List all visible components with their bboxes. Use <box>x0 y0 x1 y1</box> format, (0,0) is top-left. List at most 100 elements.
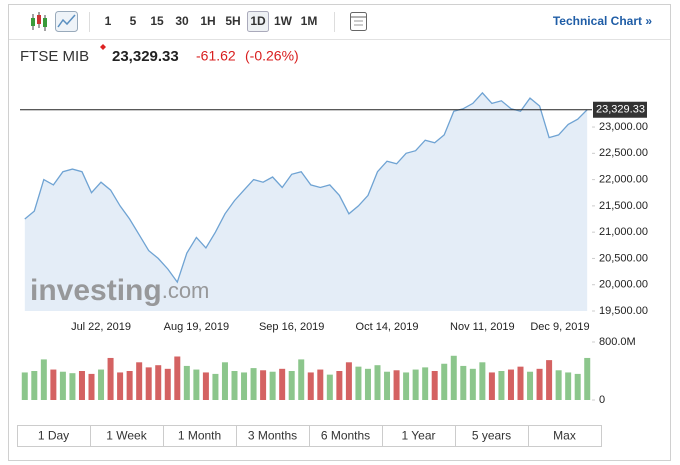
volume-bar <box>193 369 200 400</box>
price-line <box>24 91 588 284</box>
volume-bar <box>174 356 181 400</box>
range-button-label[interactable]: 1 Month <box>178 429 221 443</box>
x-tick-label: Jul 22, 2019 <box>71 321 131 333</box>
volume-bar <box>355 366 362 400</box>
volume-bar <box>31 371 38 400</box>
y-tick-label: 800.0M <box>599 336 636 348</box>
y-tick-label: 20,000.00 <box>599 279 648 291</box>
volume-bar <box>221 362 228 400</box>
volume-bar <box>384 371 391 400</box>
volume-bar <box>460 365 467 400</box>
interval-button[interactable]: 1 <box>105 14 112 28</box>
volume-bar <box>69 373 76 400</box>
volume-bar <box>250 368 257 400</box>
watermark: investing.com <box>30 274 209 307</box>
candle-icon[interactable] <box>31 12 47 31</box>
volume-bar <box>469 368 476 400</box>
volume-bar <box>288 371 295 400</box>
volume-bar <box>498 371 505 400</box>
range-button-label[interactable]: 1 Year <box>401 429 435 443</box>
price-change-percent: (-0.26%) <box>245 48 299 64</box>
volume-bar <box>136 362 143 400</box>
volume-bar <box>507 369 514 400</box>
volume-bar <box>584 357 591 400</box>
volume-bar <box>393 370 400 400</box>
volume-bar <box>269 371 276 400</box>
volume-bar <box>307 372 314 400</box>
y-tick-label: 19,500.00 <box>599 305 648 317</box>
y-tick-label: 21,500.00 <box>599 200 648 212</box>
active-interval-box <box>247 11 269 32</box>
volume-bar <box>450 355 457 400</box>
volume-bar <box>40 359 47 400</box>
x-tick-label: Nov 11, 2019 <box>450 321 515 333</box>
instrument-name: FTSE MIB <box>20 48 89 65</box>
technical-chart-link[interactable]: Technical Chart » <box>553 14 652 28</box>
x-tick-label: Dec 9, 2019 <box>530 321 589 333</box>
range-button-label[interactable]: 1 Day <box>38 429 69 443</box>
volume-bar <box>326 374 333 400</box>
volume-bar <box>59 371 66 400</box>
volume-bar <box>164 368 171 400</box>
range-button-label[interactable]: Max <box>553 429 576 443</box>
interval-button[interactable]: 5 <box>130 14 137 28</box>
volume-bar <box>279 368 286 400</box>
range-button-label[interactable]: 1 Week <box>106 429 147 443</box>
volume-bar <box>317 369 324 400</box>
y-tick-label: 22,000.00 <box>599 174 648 186</box>
settings-icon[interactable] <box>350 12 367 31</box>
volume-bar <box>431 371 438 400</box>
x-tick-label: Sep 16, 2019 <box>259 321 324 333</box>
volume-bar <box>374 365 381 400</box>
volume-bar <box>126 371 133 400</box>
volume-bar <box>565 372 572 400</box>
range-button[interactable] <box>528 425 602 447</box>
volume-bar <box>231 371 238 400</box>
line-icon[interactable] <box>55 11 78 32</box>
volume-bar <box>241 372 248 400</box>
interval-button[interactable]: 5H <box>225 14 240 28</box>
volume-bar <box>183 365 190 400</box>
y-tick-label: 20,500.00 <box>599 252 648 264</box>
interval-button[interactable]: 1W <box>274 14 293 28</box>
price-change: -61.62 <box>196 48 236 64</box>
volume-bar <box>479 362 486 400</box>
volume-bar <box>517 366 524 400</box>
volume-bar <box>212 373 219 400</box>
interval-button[interactable]: 1M <box>301 14 318 28</box>
volume-bar <box>403 372 410 400</box>
interval-button[interactable]: 1H <box>200 14 215 28</box>
y-tick-label: 21,000.00 <box>599 226 648 238</box>
volume-bar <box>78 371 85 400</box>
volume-bar <box>536 368 543 400</box>
volume-bar <box>107 357 114 400</box>
interval-button[interactable]: 15 <box>150 14 164 28</box>
watermark-suffix: .com <box>162 278 210 303</box>
x-tick-label: Aug 19, 2019 <box>164 321 229 333</box>
interval-button[interactable]: 1D <box>250 14 266 28</box>
x-tick-label: Oct 14, 2019 <box>356 321 419 333</box>
range-button-label[interactable]: 6 Months <box>321 429 370 443</box>
volume-bar <box>21 372 28 400</box>
last-price-tag-label: 23,329.33 <box>596 104 645 116</box>
range-button-label[interactable]: 3 Months <box>248 429 297 443</box>
volume-bar <box>527 371 534 400</box>
volume-bar <box>488 372 495 400</box>
volume-bar <box>422 367 429 400</box>
volume-bar <box>260 370 267 400</box>
interval-button[interactable]: 30 <box>175 14 189 28</box>
volume-bar <box>574 373 581 400</box>
price-area <box>24 92 588 312</box>
volume-bar <box>117 372 124 400</box>
volume-bar <box>88 373 95 400</box>
volume-bar <box>155 365 162 400</box>
range-button-label[interactable]: 5 years <box>472 429 511 443</box>
volume-bar <box>546 360 553 400</box>
y-tick-label: 0 <box>599 394 605 406</box>
y-tick-label: 22,500.00 <box>599 147 648 159</box>
volume-bar <box>98 369 105 400</box>
volume-bar <box>364 368 371 400</box>
range-buttons: 1 Day 1 Week 1 Month 3 Months 6 Months 1 Year… <box>17 425 602 447</box>
volume-bar <box>298 359 305 400</box>
